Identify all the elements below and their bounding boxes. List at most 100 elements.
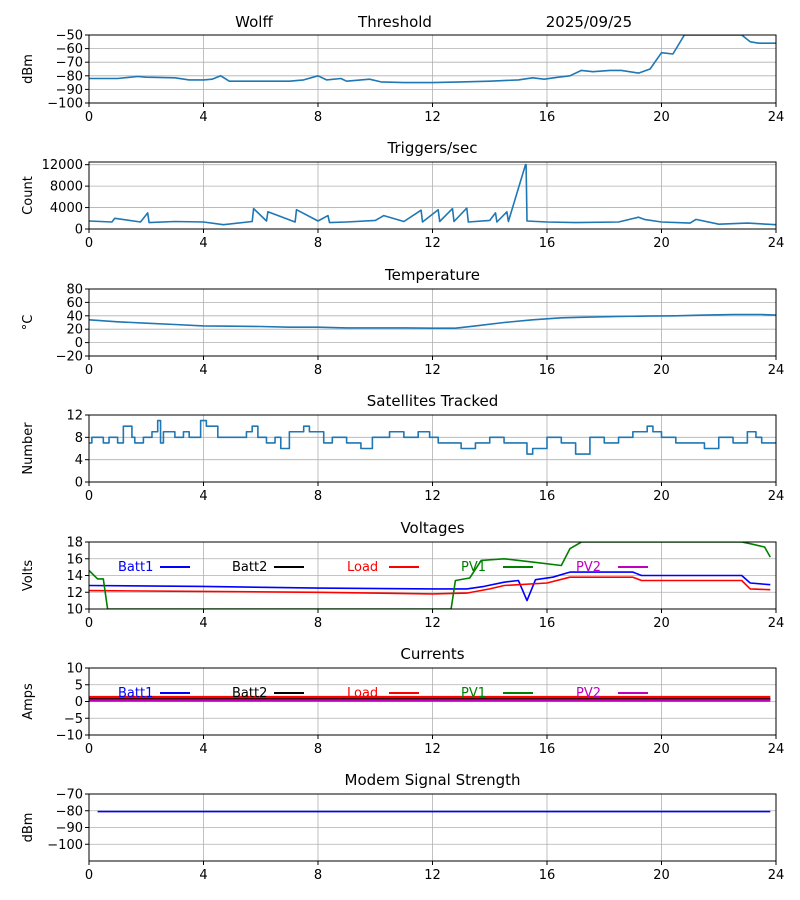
panel-modem: 0 4 8 12 16 20 24 −70−80 −90 −100 dBm Modem Signal … <box>21 771 784 883</box>
panel-threshold: 0 4 8 12 16 20 24 −50−60−70−80−90−100 dBm <box>21 29 784 126</box>
x-tick-label: 12 <box>424 742 441 757</box>
panel-title: Satellites Tracked <box>367 392 498 410</box>
header-mode: Threshold <box>357 13 432 31</box>
legend-label-batt2: Batt2 <box>232 686 267 701</box>
x-tick-label: 16 <box>539 616 556 631</box>
y-axis-label: dBm <box>21 813 36 843</box>
y-tick-label: 0 <box>75 695 83 710</box>
panel-title: Currents <box>400 645 464 663</box>
series-line-load <box>89 576 771 595</box>
y-tick-label: 12 <box>66 409 83 424</box>
y-tick-label: 8 <box>75 431 83 446</box>
x-tick-label: 4 <box>199 110 207 125</box>
x-tick-label: 16 <box>539 489 556 504</box>
y-tick-label: 14 <box>66 569 83 584</box>
y-axis-label: Amps <box>21 683 36 720</box>
panel-title: Modem Signal Strength <box>345 771 521 789</box>
x-tick-label: 4 <box>199 363 207 378</box>
legend-label-load: Load <box>347 686 378 701</box>
x-tick-label: 12 <box>424 868 441 883</box>
y-tick-label: 10 <box>66 603 83 618</box>
x-tick-label: 8 <box>314 363 322 378</box>
x-tick-label: 8 <box>314 742 322 757</box>
x-tick-label: 4 <box>199 489 207 504</box>
y-tick-label: −90 <box>56 83 83 98</box>
legend-label-pv1: PV1 <box>461 560 486 575</box>
x-tick-label: 12 <box>424 489 441 504</box>
x-tick-label: 12 <box>424 616 441 631</box>
y-tick-label: −5 <box>64 712 83 727</box>
x-tick-label: 24 <box>768 868 785 883</box>
x-tick-label: 8 <box>314 868 322 883</box>
x-tick-label: 0 <box>85 110 93 125</box>
y-tick-label: 8000 <box>50 180 83 195</box>
y-axis-label: dBm <box>21 54 36 84</box>
x-tick-label: 4 <box>199 742 207 757</box>
y-tick-label: 0 <box>75 336 83 351</box>
header-date: 2025/09/25 <box>546 13 632 31</box>
x-tick-label: 24 <box>768 363 785 378</box>
x-tick-label: 16 <box>539 110 556 125</box>
x-tick-label: 0 <box>85 236 93 251</box>
y-tick-label: −90 <box>56 821 83 836</box>
y-tick-label: 18 <box>66 536 83 551</box>
x-tick-label: 20 <box>653 363 670 378</box>
x-tick-label: 20 <box>653 110 670 125</box>
x-tick-label: 0 <box>85 742 93 757</box>
y-tick-label: −100 <box>47 97 83 112</box>
panel-triggers: 0 4 8 12 16 20 24 12000 8000 4000 0 Count Triggers/s… <box>21 139 784 251</box>
x-tick-label: 0 <box>85 489 93 504</box>
legend-label-load: Load <box>347 560 378 575</box>
y-tick-label: 4000 <box>50 201 83 216</box>
series-line-temperature <box>89 313 776 329</box>
y-tick-label: −50 <box>56 29 83 44</box>
x-tick-label: 4 <box>199 236 207 251</box>
header-station: Wolff <box>235 13 273 31</box>
panel-title: Voltages <box>400 519 464 537</box>
x-tick-label: 24 <box>768 489 785 504</box>
y-tick-label: 60 <box>66 296 83 311</box>
x-tick-label: 20 <box>653 489 670 504</box>
x-tick-label: 16 <box>539 742 556 757</box>
x-tick-label: 8 <box>314 110 322 125</box>
y-tick-label: −100 <box>47 838 83 853</box>
y-tick-label: 0 <box>75 476 83 491</box>
x-tick-label: 16 <box>539 868 556 883</box>
legend-label-batt1: Batt1 <box>118 560 153 575</box>
y-tick-label: −20 <box>56 350 83 365</box>
x-tick-label: 8 <box>314 489 322 504</box>
y-tick-label: −80 <box>56 804 83 819</box>
x-tick-label: 24 <box>768 236 785 251</box>
series-line-threshold <box>89 35 776 84</box>
panel-satellites: 0 4 8 12 16 20 24 12 8 4 0 Number Satellites Tracked <box>21 392 784 504</box>
y-tick-label: −60 <box>56 42 83 57</box>
y-axis-label: °C <box>21 315 36 331</box>
y-tick-label: −70 <box>56 788 83 803</box>
x-tick-label: 24 <box>768 742 785 757</box>
y-axis-label: Number <box>21 422 36 475</box>
x-tick-label: 20 <box>653 742 670 757</box>
x-tick-label: 12 <box>424 363 441 378</box>
series-line-batt1 <box>89 571 771 602</box>
panel-title: Triggers/sec <box>387 139 478 157</box>
y-tick-label: 12000 <box>42 158 83 173</box>
y-tick-label: −70 <box>56 56 83 71</box>
y-tick-label: −80 <box>56 69 83 84</box>
y-tick-label: 10 <box>66 662 83 677</box>
legend-label-batt2: Batt2 <box>232 560 267 575</box>
series-line-triggers <box>89 163 776 226</box>
x-tick-label: 0 <box>85 868 93 883</box>
x-tick-label: 0 <box>85 363 93 378</box>
series-line-satellites <box>89 419 776 455</box>
x-tick-label: 4 <box>199 616 207 631</box>
x-tick-label: 12 <box>424 110 441 125</box>
legend-label-pv1: PV1 <box>461 686 486 701</box>
x-tick-label: 12 <box>424 236 441 251</box>
x-tick-label: 24 <box>768 110 785 125</box>
x-tick-label: 8 <box>314 236 322 251</box>
